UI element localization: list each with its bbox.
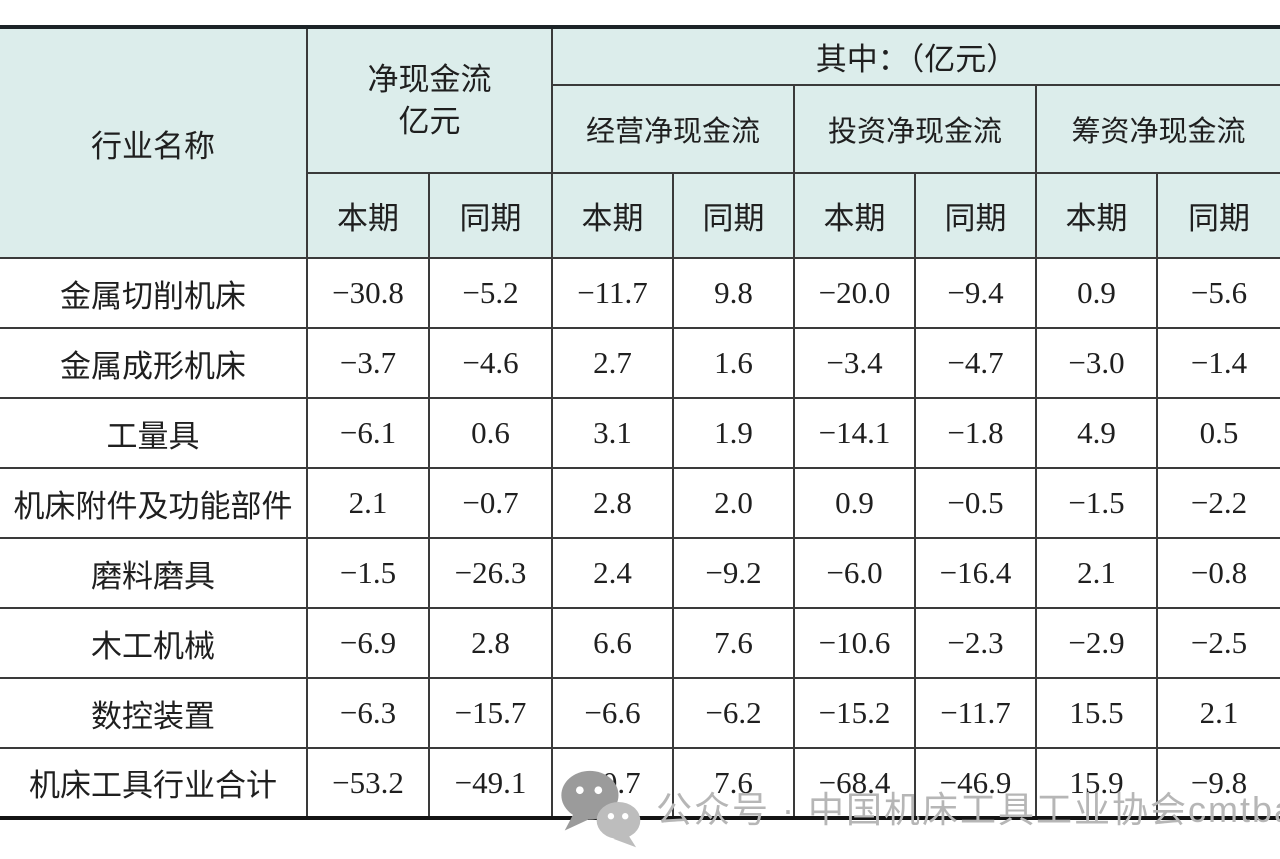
- header-net-cash-flow-line2: 亿元: [398, 103, 461, 139]
- header-among-which: 其中：（亿元）: [551, 26, 1280, 86]
- table-row: 机床附件及功能部件 2.1 −0.7 2.8 2.0 0.9 −0.5 −1.5…: [0, 467, 1280, 539]
- cell-value: −46.9: [914, 747, 1037, 819]
- table-row: 工量具 −6.1 0.6 3.1 1.9 −14.1 −1.8 4.9 0.5: [0, 397, 1280, 469]
- row-label: 机床附件及功能部件: [0, 467, 308, 539]
- cell-value: 2.1: [1035, 537, 1158, 609]
- cell-value: 2.8: [428, 607, 553, 679]
- cell-value: −6.0: [793, 537, 916, 609]
- cell-value: −53.2: [306, 747, 430, 819]
- cell-value: −2.3: [914, 607, 1037, 679]
- cell-value: 15.5: [1035, 677, 1158, 749]
- header-investing-net-cash-flow: 投资净现金流: [793, 84, 1037, 174]
- cell-value: 3.1: [551, 397, 674, 469]
- row-label: 机床工具行业合计: [0, 747, 308, 819]
- cell-value: 6.6: [551, 607, 674, 679]
- row-label: 金属成形机床: [0, 327, 308, 399]
- header-period-current: 本期: [307, 172, 430, 259]
- cell-value: −6.3: [306, 677, 430, 749]
- header-period-prior: 同期: [1156, 172, 1280, 259]
- cell-value: −2.5: [1156, 607, 1280, 679]
- row-label: 工量具: [0, 397, 308, 469]
- row-label: 金属切削机床: [0, 257, 308, 329]
- cell-value: −1.4: [1156, 327, 1280, 399]
- cell-value: 15.9: [1035, 747, 1158, 819]
- cell-value: −9.8: [1156, 747, 1280, 819]
- cell-value: −49.1: [428, 747, 553, 819]
- cell-value: −0.8: [1156, 537, 1280, 609]
- cell-value: −9.2: [672, 537, 795, 609]
- table-row: 木工机械 −6.9 2.8 6.6 7.6 −10.6 −2.3 −2.9 −2…: [0, 607, 1280, 679]
- cell-value: −6.1: [306, 397, 430, 469]
- cell-value: −6.9: [306, 607, 430, 679]
- cell-value: −11.7: [914, 677, 1037, 749]
- cell-value: 0.5: [1156, 397, 1280, 469]
- cell-value: −4.6: [428, 327, 553, 399]
- table-row: 磨料磨具 −1.5 −26.3 2.4 −9.2 −6.0 −16.4 2.1 …: [0, 537, 1280, 609]
- table-row: 金属切削机床 −30.8 −5.2 −11.7 9.8 −20.0 −9.4 0…: [0, 257, 1280, 329]
- header-financing-net-cash-flow: 筹资净现金流: [1035, 84, 1280, 174]
- table-row: 金属成形机床 −3.7 −4.6 2.7 1.6 −3.4 −4.7 −3.0 …: [0, 327, 1280, 399]
- header-industry-name: 行业名称: [0, 26, 308, 259]
- cell-value: 0.9: [1035, 257, 1158, 329]
- cell-value: −3.7: [306, 327, 430, 399]
- cell-value: 2.1: [306, 467, 430, 539]
- cell-value: 0.6: [428, 397, 553, 469]
- cell-value: −20.0: [793, 257, 916, 329]
- cell-value: 0.9: [793, 467, 916, 539]
- cell-value: −15.2: [793, 677, 916, 749]
- cell-value: 9.8: [672, 257, 795, 329]
- cell-value: 1.6: [672, 327, 795, 399]
- row-label: 磨料磨具: [0, 537, 308, 609]
- cell-value: −0.7: [428, 467, 553, 539]
- cell-value: 2.1: [1156, 677, 1280, 749]
- cell-value: −15.7: [428, 677, 553, 749]
- cell-value: −5.6: [1156, 257, 1280, 329]
- header-net-cash-flow-line1: 净现金流: [367, 61, 492, 97]
- cell-value: 2.0: [672, 467, 795, 539]
- cell-value: −30.8: [306, 257, 430, 329]
- header-period-prior: 同期: [672, 172, 795, 259]
- header-period-current: 本期: [793, 172, 916, 259]
- cash-flow-table: 行业名称 净现金流 亿元 其中：（亿元） 经营净现金流 投资净现金流 筹资净现金…: [0, 25, 1280, 820]
- cell-value: 2.4: [551, 537, 674, 609]
- cell-value: 2.7: [551, 327, 674, 399]
- cell-value: −11.7: [551, 257, 674, 329]
- cell-value: −16.4: [914, 537, 1037, 609]
- header-period-prior: 同期: [428, 172, 553, 259]
- cell-value: −14.1: [793, 397, 916, 469]
- cell-value: 2.8: [551, 467, 674, 539]
- table-row: 数控装置 −6.3 −15.7 −6.6 −6.2 −15.2 −11.7 15…: [0, 677, 1280, 749]
- cell-value: −3.0: [1035, 327, 1158, 399]
- cell-value: −1.8: [914, 397, 1037, 469]
- header-period-current: 本期: [1035, 172, 1158, 259]
- cell-value: −6.2: [672, 677, 795, 749]
- cell-value: 1.9: [672, 397, 795, 469]
- header-operating-net-cash-flow: 经营净现金流: [552, 84, 795, 174]
- cell-value: −9.4: [914, 257, 1037, 329]
- cell-value: −2.9: [1035, 607, 1158, 679]
- cell-value: −10.6: [793, 607, 916, 679]
- cell-value: 7.6: [672, 607, 795, 679]
- cell-value: −6.6: [551, 677, 674, 749]
- table-row: 机床工具行业合计 −53.2 −49.1 −0.7 7.6 −68.4 −46.…: [0, 747, 1280, 819]
- header-period-current: 本期: [551, 172, 674, 259]
- cell-value: 7.6: [672, 747, 795, 819]
- cell-value: −68.4: [793, 747, 916, 819]
- cell-value: −1.5: [1035, 467, 1158, 539]
- cell-value: −26.3: [428, 537, 553, 609]
- cell-value: 4.9: [1035, 397, 1158, 469]
- cell-value: −1.5: [306, 537, 430, 609]
- cell-value: −0.5: [914, 467, 1037, 539]
- row-label: 数控装置: [0, 677, 308, 749]
- cell-value: −4.7: [914, 327, 1037, 399]
- row-label: 木工机械: [0, 607, 308, 679]
- cell-value: −0.7: [551, 747, 674, 819]
- header-net-cash-flow: 净现金流 亿元: [306, 26, 553, 174]
- cell-value: −5.2: [428, 257, 553, 329]
- cell-value: −3.4: [793, 327, 916, 399]
- header-period-prior: 同期: [914, 172, 1037, 259]
- cell-value: −2.2: [1156, 467, 1280, 539]
